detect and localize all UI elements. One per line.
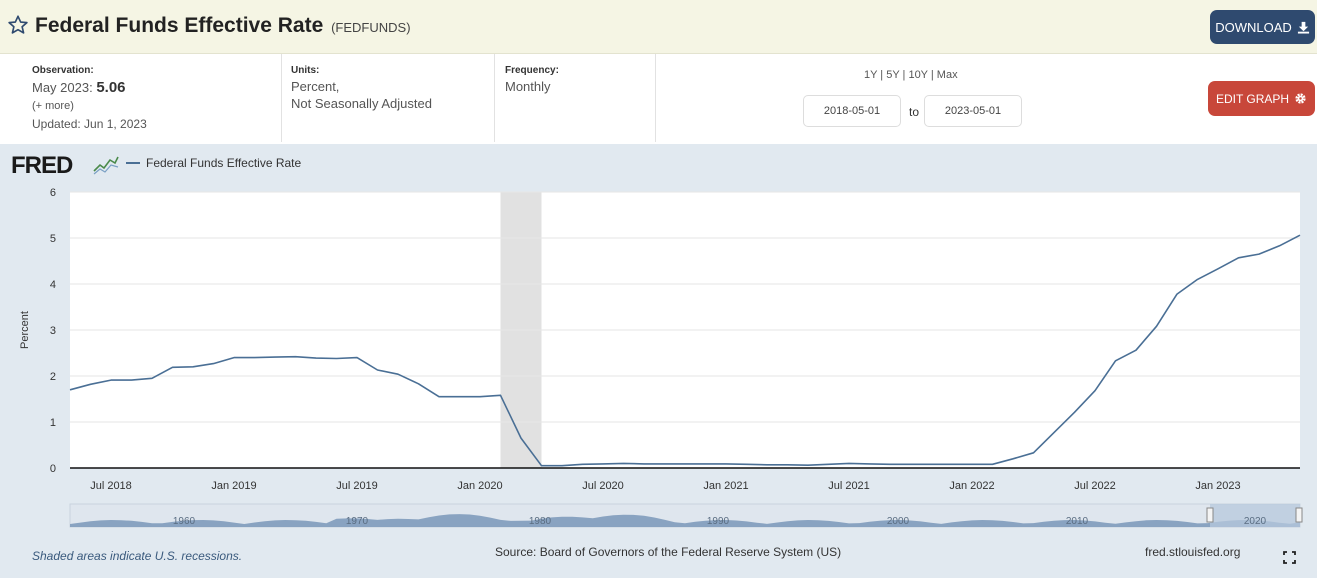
navigator-selection <box>1210 504 1300 527</box>
y-axis-label: Percent <box>19 311 31 349</box>
download-label: DOWNLOAD <box>1215 19 1292 35</box>
navigator-year-label: 1990 <box>707 516 730 527</box>
star-icon[interactable] <box>7 14 29 36</box>
units-column: Units: Percent, Not Seasonally Adjusted <box>282 54 495 142</box>
site-link[interactable]: fred.stlouisfed.org <box>1145 545 1241 559</box>
date-to-input[interactable]: 2023-05-01 <box>924 95 1022 127</box>
fred-logo-chart-icon <box>93 154 119 176</box>
fred-logo-text: FRED <box>11 152 73 179</box>
y-tick-label: 4 <box>50 279 56 291</box>
date-from-input[interactable]: 2018-05-01 <box>803 95 901 127</box>
navigator-year-label: 1970 <box>346 516 369 527</box>
date-to-label: to <box>909 105 920 119</box>
info-row: Observation: May 2023: 5.06 (+ more) Upd… <box>0 54 1317 144</box>
series-line <box>69 234 1301 467</box>
observation-column: Observation: May 2023: 5.06 (+ more) Upd… <box>0 54 282 142</box>
y-tick-label: 6 <box>50 187 56 199</box>
x-tick-label: Jul 2018 <box>90 480 132 492</box>
chart-svg: 0 1 2 3 4 5 6 Jul 2018 Jan 2019 Jul 2019 Jan 2020 J… <box>19 187 1303 528</box>
units-line1: Percent, <box>291 79 340 94</box>
series-id: (FEDFUNDS) <box>331 20 411 35</box>
edit-graph-label: EDIT GRAPH <box>1215 91 1290 106</box>
x-tick-label: Jul 2019 <box>336 480 378 492</box>
navigator-year-label: 2020 <box>1244 516 1267 527</box>
updated-date: Updated: Jun 1, 2023 <box>32 117 147 131</box>
range-links[interactable]: 1Y | 5Y | 10Y | Max <box>864 69 958 81</box>
x-tick-label: Jan 2022 <box>949 480 994 492</box>
series-title: Federal Funds Effective Rate <box>35 14 324 37</box>
legend-line-swatch <box>126 162 140 164</box>
x-tick-label: Jan 2020 <box>457 480 502 492</box>
y-tick-label: 1 <box>50 417 56 429</box>
gear-icon <box>1295 93 1306 104</box>
observation-label: Observation: <box>32 65 94 76</box>
navigator-year-label: 2010 <box>1066 516 1089 527</box>
x-tick-label: Jan 2021 <box>703 480 748 492</box>
x-tick-label: Jul 2022 <box>1074 480 1116 492</box>
navigator-handle-left <box>1206 507 1214 523</box>
observation-value: 5.06 <box>96 79 126 96</box>
more-link[interactable]: (+ more) <box>32 100 74 112</box>
observation-period: May 2023: <box>32 80 93 95</box>
frequency-column: Frequency: Monthly <box>495 54 656 142</box>
observation-value-row: May 2023: 5.06 <box>32 79 126 96</box>
x-tick-label: Jan 2019 <box>211 480 256 492</box>
fullscreen-icon[interactable] <box>1283 551 1296 564</box>
y-tick-label: 0 <box>50 463 56 475</box>
x-tick-label: Jul 2021 <box>828 480 870 492</box>
navigator-year-label: 1980 <box>529 516 552 527</box>
chart-legend: Federal Funds Effective Rate <box>126 156 301 170</box>
navigator-series-area <box>70 514 1300 527</box>
y-tick-label: 2 <box>50 371 56 383</box>
frequency-label: Frequency: <box>505 65 559 76</box>
x-tick-label: Jul 2020 <box>582 480 624 492</box>
navigator-year-label: 2000 <box>887 516 910 527</box>
units-line2: Not Seasonally Adjusted <box>291 96 432 111</box>
recession-note: Shaded areas indicate U.S. recessions. <box>32 549 243 563</box>
header-bar: Federal Funds Effective Rate (FEDFUNDS) … <box>0 0 1317 54</box>
frequency-value: Monthly <box>505 79 551 94</box>
y-tick-label: 5 <box>50 233 56 245</box>
legend-series-name: Federal Funds Effective Rate <box>146 156 302 170</box>
page-title: Federal Funds Effective Rate (FEDFUNDS) <box>35 14 411 38</box>
x-tick-label: Jan 2023 <box>1195 480 1240 492</box>
fred-logo: FRED <box>11 152 119 179</box>
download-button[interactable]: DOWNLOAD <box>1210 10 1315 44</box>
units-label: Units: <box>291 65 320 76</box>
navigator-handle-right <box>1295 507 1303 523</box>
navigator-year-label: 1960 <box>173 516 196 527</box>
y-tick-label: 3 <box>50 325 56 337</box>
download-icon <box>1297 21 1309 34</box>
source-note[interactable]: Source: Board of Governors of the Federa… <box>495 545 842 559</box>
edit-graph-button[interactable]: EDIT GRAPH <box>1208 81 1315 116</box>
